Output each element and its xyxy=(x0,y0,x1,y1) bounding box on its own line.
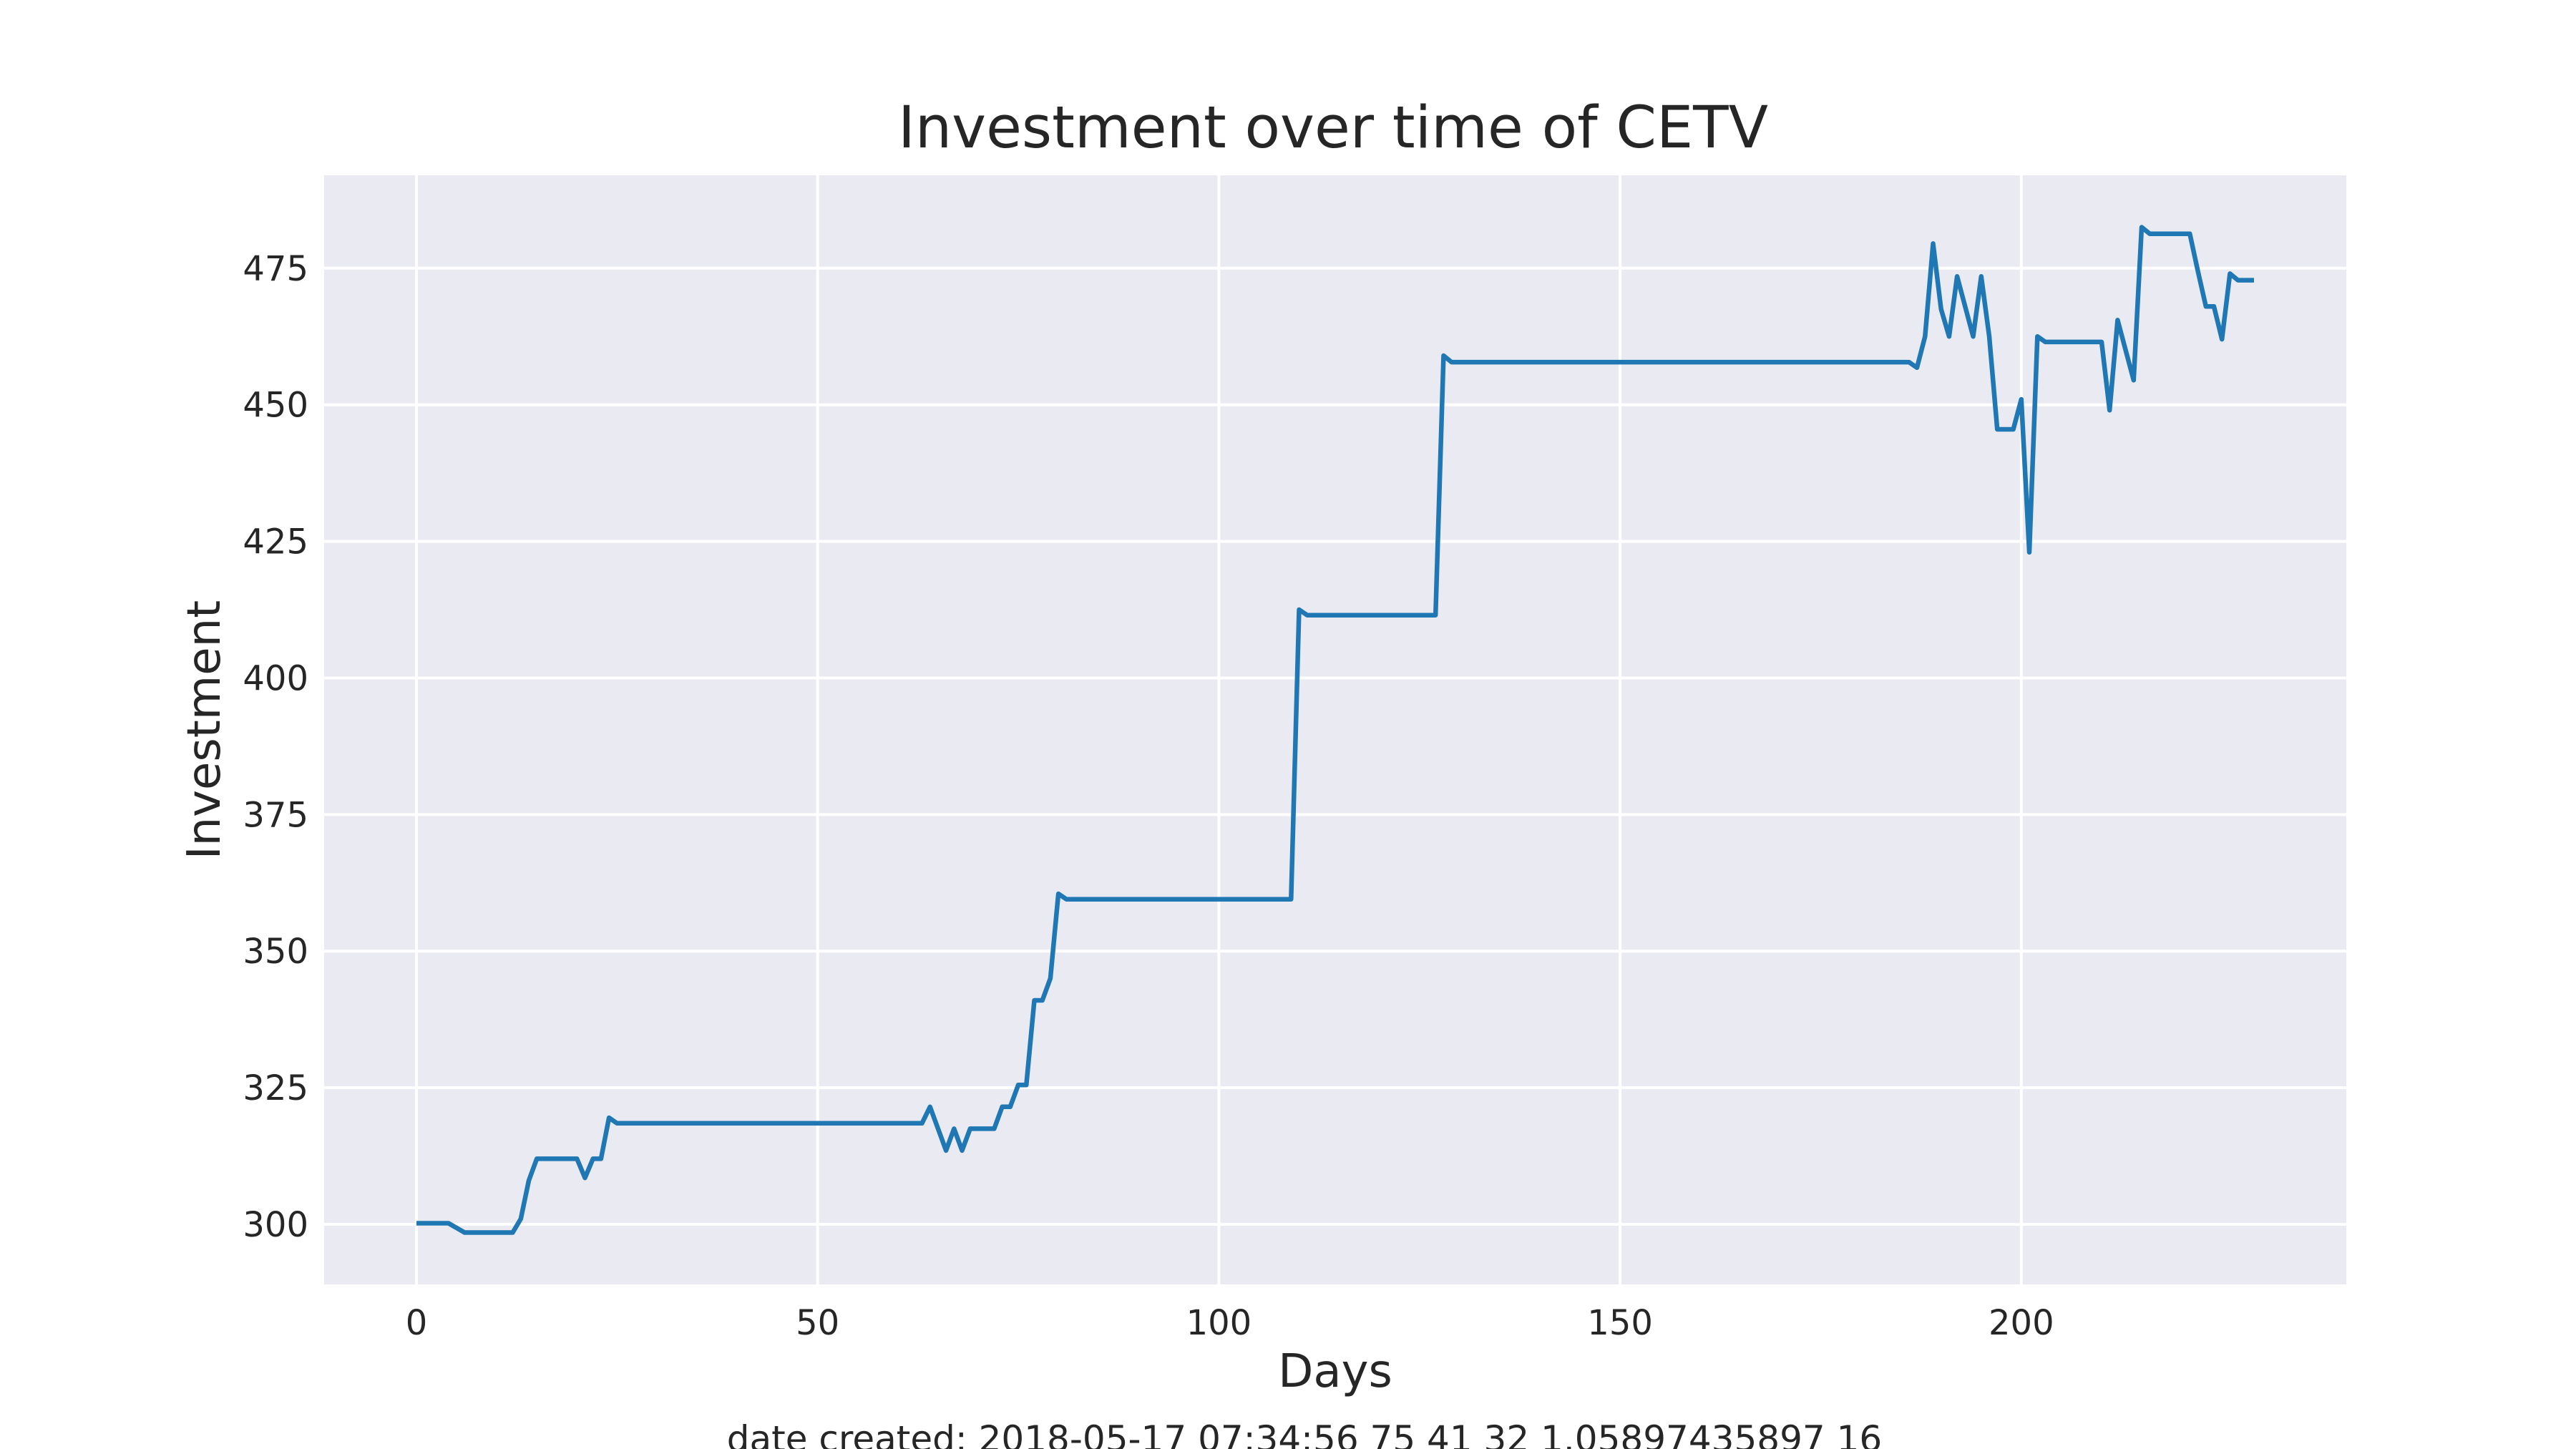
x-tick-label: 200 xyxy=(1989,1303,2054,1343)
y-axis-label: Investment xyxy=(178,600,231,860)
y-tick-label: 325 xyxy=(243,1068,308,1108)
x-tick-labels: 0 50 100 150 200 xyxy=(406,1303,2054,1343)
x-tick-label: 50 xyxy=(796,1303,839,1343)
x-axis-label: Days xyxy=(1278,1345,1392,1398)
y-tick-label: 450 xyxy=(243,386,308,426)
series-line xyxy=(416,225,2254,1235)
y-tick-label: 425 xyxy=(243,522,308,562)
y-tick-label: 375 xyxy=(243,795,308,835)
y-tick-label: 400 xyxy=(243,658,308,698)
x-tick-label: 150 xyxy=(1587,1303,1653,1343)
plot-area xyxy=(324,175,2346,1284)
y-tick-label: 475 xyxy=(243,249,308,289)
y-tick-label: 350 xyxy=(243,932,308,972)
x-tick-label: 100 xyxy=(1186,1303,1252,1343)
x-tick-label: 0 xyxy=(406,1303,428,1343)
date-created-footer: date created: 2018-05-17 07:34:56 75 41 … xyxy=(727,1418,1882,1449)
series-layer xyxy=(416,225,2254,1235)
y-tick-label: 300 xyxy=(243,1205,308,1245)
chart-title: Investment over time of CETV xyxy=(898,94,1768,162)
y-gridlines xyxy=(324,266,2346,1226)
y-tick-labels: 300 325 350 375 400 425 450 475 xyxy=(243,249,308,1245)
